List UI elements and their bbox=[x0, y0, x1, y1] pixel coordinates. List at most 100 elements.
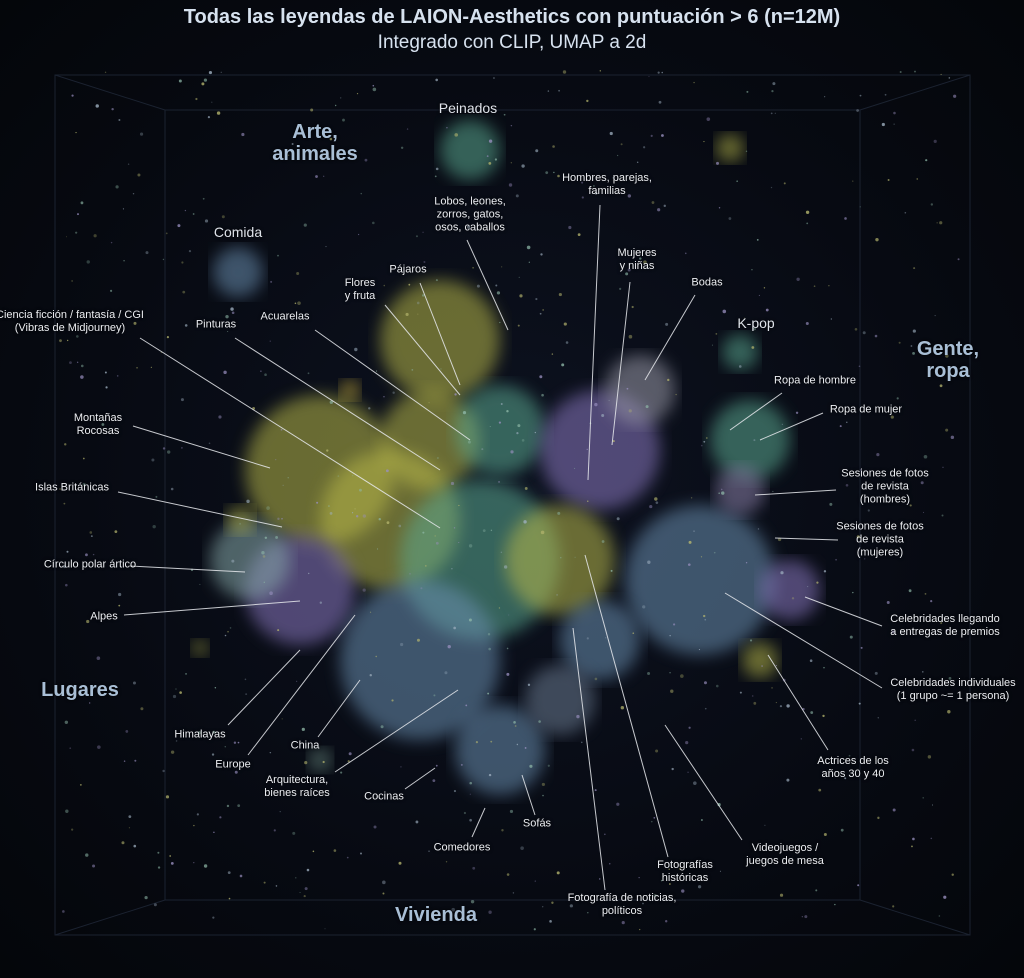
scatter-point bbox=[862, 331, 866, 335]
leader-line-mujeres bbox=[611, 281, 631, 446]
scatter-point bbox=[753, 439, 756, 442]
scatter-point bbox=[435, 78, 438, 82]
label-sofas: Sofás bbox=[523, 818, 551, 831]
label-line: Mujeres bbox=[617, 247, 657, 259]
scatter-point bbox=[356, 93, 359, 95]
scatter-point bbox=[221, 215, 225, 219]
label-line: Cocinas bbox=[364, 790, 404, 803]
label-housing: Vivienda bbox=[395, 904, 477, 926]
label-pinturas: Pinturas bbox=[196, 319, 236, 332]
scatter-point bbox=[469, 781, 473, 785]
scatter-point bbox=[66, 550, 69, 553]
scatter-point bbox=[115, 185, 119, 189]
scatter-point bbox=[337, 475, 340, 477]
scatter-point bbox=[105, 386, 108, 389]
scatter-point bbox=[488, 647, 491, 651]
scatter-point bbox=[372, 221, 375, 225]
scatter-point bbox=[123, 760, 126, 762]
scatter-point bbox=[948, 676, 952, 680]
scatter-point bbox=[488, 773, 492, 777]
scatter-point bbox=[506, 672, 510, 676]
scatter-point bbox=[893, 111, 896, 115]
scatter-point bbox=[518, 276, 520, 278]
scatter-point bbox=[296, 680, 298, 682]
scatter-point bbox=[774, 112, 776, 114]
scatter-point bbox=[185, 673, 187, 675]
scatter-point bbox=[66, 339, 69, 342]
scatter-point bbox=[510, 450, 514, 454]
label-lobos: Lobos, leones, zorros, gatos, osos, caball… bbox=[434, 196, 506, 235]
scatter-point bbox=[558, 89, 560, 92]
scatter-point bbox=[705, 437, 708, 439]
leader-line-cocinas bbox=[404, 767, 436, 790]
scatter-point bbox=[911, 845, 913, 848]
scatter-point bbox=[82, 457, 85, 460]
label-line: históricas bbox=[661, 872, 709, 884]
scatter-point bbox=[936, 222, 938, 224]
scatter-point bbox=[400, 766, 402, 768]
scatter-point bbox=[462, 411, 467, 415]
scatter-point bbox=[408, 283, 411, 286]
scatter-point bbox=[220, 71, 222, 73]
scatter-point bbox=[601, 413, 605, 417]
leader-line-sofas bbox=[521, 774, 536, 816]
scatter-point bbox=[287, 477, 289, 479]
scatter-point bbox=[454, 393, 457, 396]
cluster-blob bbox=[625, 505, 775, 655]
leader-line-montanas bbox=[132, 425, 271, 469]
scatter-point bbox=[859, 469, 862, 472]
scatter-point bbox=[125, 730, 129, 733]
scatter-point bbox=[104, 371, 107, 374]
scatter-point bbox=[65, 809, 69, 813]
scatter-point bbox=[118, 604, 121, 607]
clusters bbox=[192, 120, 820, 795]
scatter-point bbox=[469, 818, 472, 822]
scatter-point bbox=[118, 119, 121, 122]
scatter-points bbox=[59, 70, 960, 931]
label-line: ropa bbox=[926, 360, 970, 382]
label-line: Celebridades individuales bbox=[890, 677, 1016, 689]
scatter-point bbox=[512, 892, 515, 894]
scatter-point bbox=[887, 178, 890, 181]
scatter-point bbox=[291, 142, 294, 145]
scatter-point bbox=[489, 426, 491, 428]
scatter-point bbox=[118, 592, 122, 597]
scatter-point bbox=[202, 197, 205, 200]
scatter-point bbox=[59, 487, 62, 491]
scatter-point bbox=[364, 158, 368, 162]
scatter-point bbox=[358, 233, 360, 236]
scatter-point bbox=[940, 73, 942, 76]
label-line: Ropa de mujer bbox=[829, 403, 903, 416]
scatter-point bbox=[654, 497, 658, 501]
scatter-point bbox=[586, 637, 589, 640]
scatter-point bbox=[538, 720, 541, 723]
scatter-point bbox=[86, 260, 90, 264]
scatter-point bbox=[269, 591, 273, 596]
scatter-point bbox=[693, 781, 697, 785]
scatter-point bbox=[316, 501, 319, 504]
scatter-point bbox=[796, 277, 800, 282]
scatter-point bbox=[127, 163, 130, 165]
scatter-point bbox=[469, 793, 471, 795]
scatter-point bbox=[409, 573, 411, 575]
scatter-point bbox=[237, 804, 241, 807]
leader-line-pajaros bbox=[419, 282, 461, 386]
scatter-point bbox=[527, 683, 531, 687]
scatter-point bbox=[521, 439, 525, 442]
scatter-point bbox=[475, 741, 479, 744]
scatter-point bbox=[910, 345, 913, 347]
scatter-point bbox=[275, 536, 278, 539]
leader-line-historicas bbox=[584, 554, 669, 858]
scatter-point bbox=[815, 889, 818, 892]
scatter-point bbox=[927, 755, 932, 759]
scatter-point bbox=[650, 134, 653, 137]
scatter-point bbox=[325, 246, 327, 248]
scatter-point bbox=[488, 910, 492, 914]
scatter-point bbox=[703, 140, 705, 143]
label-line: Rocosas bbox=[76, 425, 120, 437]
scatter-point bbox=[886, 601, 890, 605]
scatter-point bbox=[643, 146, 646, 149]
label-line: Círculo polar ártico bbox=[43, 558, 137, 571]
scatter-point bbox=[170, 750, 175, 754]
